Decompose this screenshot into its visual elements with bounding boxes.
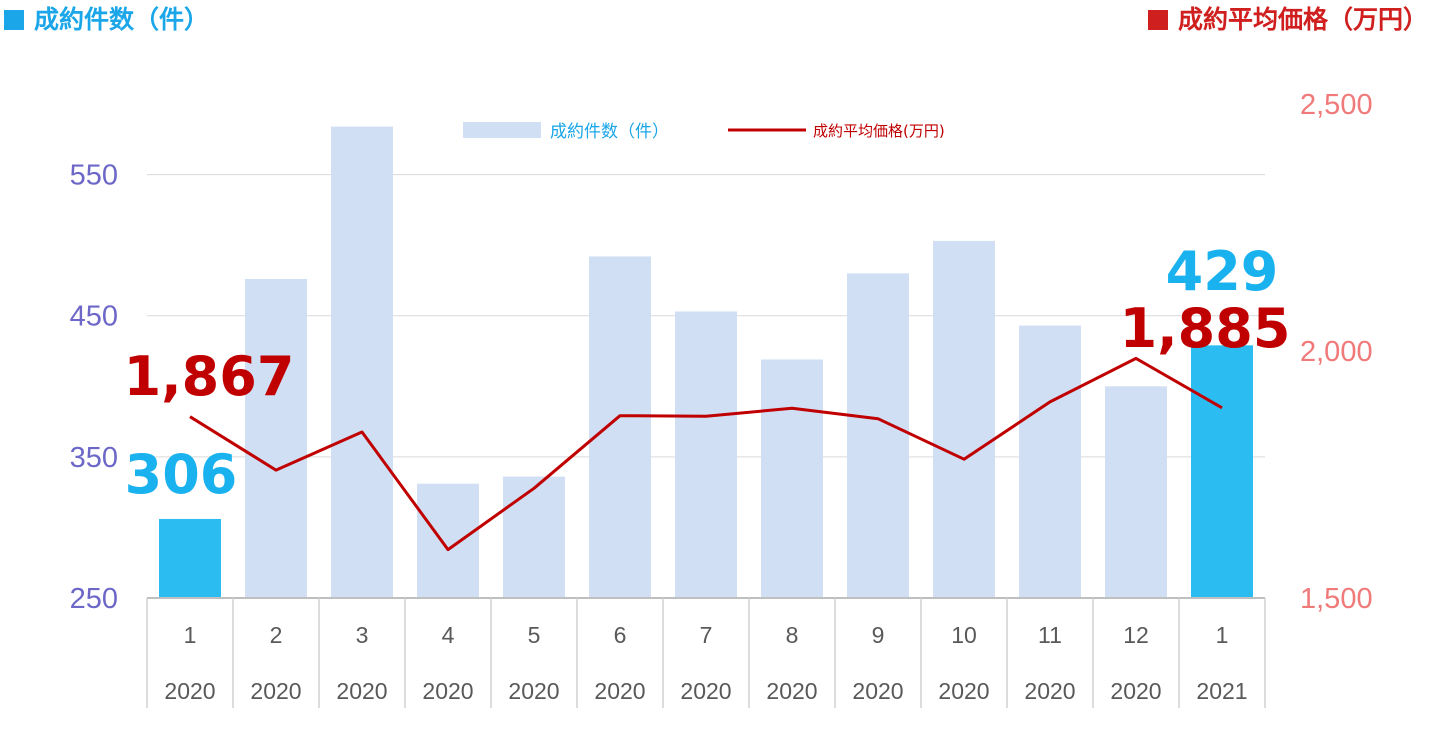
left-tick-label: 450 (70, 301, 118, 333)
bar (417, 483, 479, 598)
left-tick-label: 550 (70, 160, 118, 192)
x-tick-month: 9 (872, 622, 885, 648)
bar (1191, 345, 1253, 598)
legend-line-label: 成約平均価格(万円) (813, 122, 945, 140)
bar (503, 476, 565, 598)
bar (1019, 325, 1081, 598)
price-value-label: 1,885 (1120, 297, 1291, 360)
x-tick-month: 1 (184, 622, 197, 648)
x-tick-month: 10 (951, 622, 977, 648)
x-tick-month: 6 (614, 622, 627, 648)
right-y-axis: 1,500 2,000 2,500 (1300, 89, 1373, 615)
bar (331, 126, 393, 598)
left-title-square-icon (4, 10, 24, 30)
right-title-square-icon (1147, 10, 1168, 30)
x-tick-year: 2020 (336, 678, 387, 704)
bar-value-label: 306 (125, 443, 238, 506)
x-tick-year: 2020 (508, 678, 559, 704)
right-tick-label: 1,500 (1300, 583, 1373, 615)
x-tick-month: 2 (270, 622, 283, 648)
x-tick-year: 2020 (766, 678, 817, 704)
bar (589, 256, 651, 598)
price-line (189, 356, 1223, 552)
x-tick-year: 2020 (594, 678, 645, 704)
legend-bar-label: 成約件数（件） (550, 122, 669, 142)
bar-series (159, 126, 1253, 598)
bar-value-label: 429 (1166, 240, 1279, 303)
left-tick-label: 350 (70, 442, 118, 474)
bar (933, 240, 995, 598)
legend: 成約件数（件） 成約平均価格(万円) (463, 122, 945, 142)
left-title-text: 成約件数（件） (34, 5, 210, 34)
line-series (189, 356, 1223, 552)
left-y-axis: 250 350 450 550 (70, 160, 118, 615)
x-tick-month: 7 (700, 622, 713, 648)
bar (675, 311, 737, 598)
bar (245, 279, 307, 598)
left-tick-label: 250 (70, 583, 118, 615)
x-tick-month: 5 (528, 622, 541, 648)
right-title-text: 成約平均価格（万円） (1177, 5, 1428, 34)
x-tick-year: 2020 (1110, 678, 1161, 704)
bar (847, 273, 909, 598)
x-tick-year: 2020 (1024, 678, 1075, 704)
x-tick-month: 8 (786, 622, 799, 648)
x-tick-year: 2020 (852, 678, 903, 704)
x-tick-year: 2020 (422, 678, 473, 704)
right-tick-label: 2,000 (1300, 336, 1373, 368)
legend-bar-swatch (463, 122, 541, 138)
right-axis-title: 成約平均価格（万円） (1147, 2, 1428, 38)
x-tick-month: 11 (1038, 622, 1062, 648)
x-tick-year: 2020 (164, 678, 215, 704)
x-tick-year: 2021 (1196, 678, 1247, 704)
x-tick-year: 2020 (250, 678, 301, 704)
x-axis-table: 1 2020 2 2020 3 2020 4 2020 5 2020 6 2020 7 2020 8 2020… (146, 597, 1266, 708)
x-tick-month: 3 (356, 622, 369, 648)
x-tick-year: 2020 (938, 678, 989, 704)
x-tick-month: 12 (1123, 622, 1149, 648)
left-axis-title: 成約件数（件） (4, 2, 209, 38)
bar (1105, 386, 1167, 598)
x-tick-month: 1 (1216, 622, 1229, 648)
x-tick-year: 2020 (680, 678, 731, 704)
bar (761, 359, 823, 598)
bar (159, 518, 221, 598)
right-tick-label: 2,500 (1300, 89, 1373, 121)
x-tick-month: 4 (442, 622, 455, 648)
price-value-label: 1,867 (124, 345, 295, 408)
